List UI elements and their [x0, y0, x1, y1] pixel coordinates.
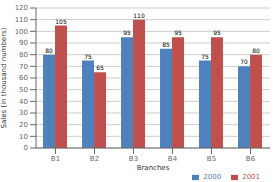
svg-text:65: 65 — [96, 64, 104, 71]
svg-text:70: 70 — [19, 63, 28, 71]
svg-text:75: 75 — [84, 53, 92, 60]
svg-text:B1: B1 — [51, 155, 60, 163]
html-text:2000: 2000 — [203, 173, 222, 181]
svg-text:75: 75 — [201, 53, 209, 60]
svg-text:B5: B5 — [207, 155, 216, 163]
svg-text:50: 50 — [19, 86, 28, 94]
svg-text:B6: B6 — [246, 155, 256, 163]
svg-text:20: 20 — [19, 121, 28, 129]
svg-text:110: 110 — [133, 12, 145, 19]
svg-text:120: 120 — [15, 4, 28, 12]
svg-text:80: 80 — [19, 51, 28, 59]
svg-text:Branches: Branches — [137, 164, 170, 172]
svg-text:40: 40 — [19, 98, 28, 106]
svg-text:Sales (in thousand numbers): Sales (in thousand numbers) — [8, 27, 9, 128]
svg-text:B3: B3 — [129, 155, 138, 163]
svg-text:0: 0 — [24, 144, 28, 152]
svg-text:110: 110 — [15, 16, 28, 24]
svg-text:90: 90 — [19, 39, 28, 47]
svg-text:80: 80 — [252, 47, 260, 54]
svg-text:B2: B2 — [90, 155, 99, 163]
svg-text:30: 30 — [19, 109, 28, 117]
svg-text:100: 100 — [15, 28, 28, 36]
svg-text:60: 60 — [19, 74, 28, 82]
svg-text:80: 80 — [45, 47, 53, 54]
svg-text:95: 95 — [123, 29, 131, 36]
html-text:2001: 2001 — [242, 173, 260, 181]
svg-text:B4: B4 — [168, 155, 178, 163]
svg-text:105: 105 — [55, 18, 67, 25]
svg-text:95: 95 — [174, 29, 182, 36]
svg-text:85: 85 — [162, 41, 170, 48]
svg-text:70: 70 — [240, 58, 248, 65]
svg-text:95: 95 — [213, 29, 221, 36]
svg-text:10: 10 — [19, 133, 28, 141]
